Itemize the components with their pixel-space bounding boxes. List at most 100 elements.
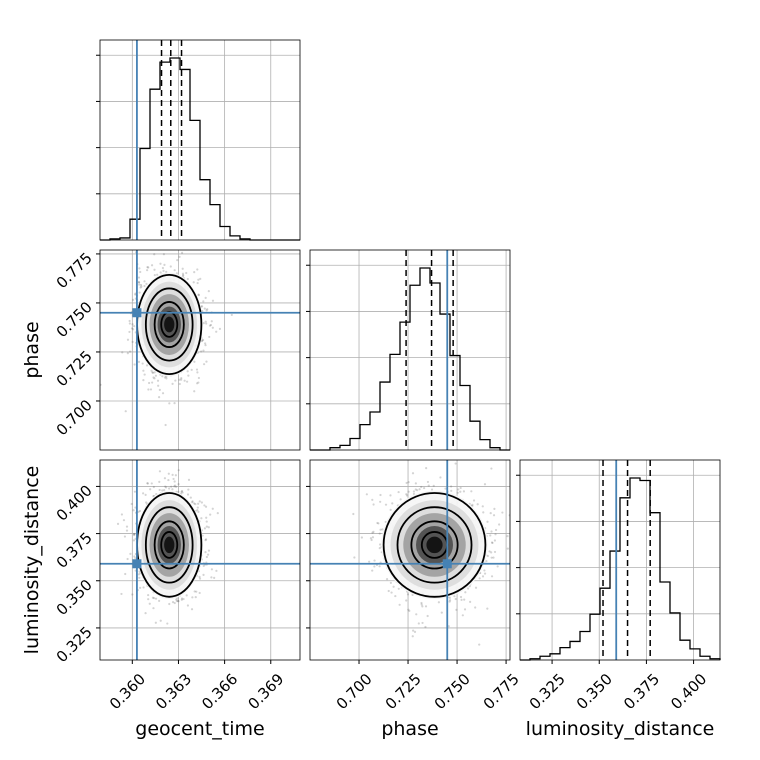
sample-point bbox=[398, 603, 401, 606]
sample-point bbox=[195, 368, 199, 371]
sample-point bbox=[147, 266, 150, 269]
density-geocent_time-luminosity_distance bbox=[100, 458, 300, 660]
sample-point bbox=[167, 478, 170, 482]
sample-point bbox=[205, 360, 208, 363]
sample-point bbox=[420, 603, 423, 606]
sample-point bbox=[197, 278, 200, 281]
sample-point bbox=[160, 241, 162, 243]
sample-point bbox=[202, 573, 205, 577]
sample-point bbox=[181, 491, 184, 494]
sample-point bbox=[141, 362, 144, 365]
histogram-geocent_time bbox=[100, 57, 300, 241]
sample-point bbox=[482, 511, 485, 514]
contour-line bbox=[144, 287, 194, 362]
sample-point bbox=[173, 402, 176, 405]
sample-point bbox=[450, 489, 453, 492]
sample-point bbox=[454, 597, 457, 601]
sample-point bbox=[405, 493, 408, 496]
sample-point bbox=[180, 489, 184, 493]
sample-point bbox=[211, 299, 215, 302]
sample-point bbox=[462, 490, 466, 493]
sample-point bbox=[198, 575, 201, 578]
sample-point bbox=[494, 528, 498, 532]
sample-point bbox=[137, 276, 141, 279]
sample-point bbox=[132, 298, 135, 302]
sample-point bbox=[158, 480, 161, 484]
sample-point bbox=[200, 517, 203, 520]
sample-point bbox=[387, 589, 390, 593]
sample-point bbox=[143, 373, 146, 376]
sample-point bbox=[208, 324, 212, 327]
panel-frame bbox=[519, 459, 721, 661]
sample-point bbox=[190, 608, 194, 611]
sample-point bbox=[128, 322, 131, 325]
sample-point bbox=[161, 375, 164, 378]
sample-point bbox=[197, 510, 200, 513]
sample-point bbox=[131, 340, 134, 344]
sample-point bbox=[205, 555, 208, 559]
sample-point bbox=[153, 371, 156, 374]
gridlines bbox=[306, 250, 510, 450]
sample-point bbox=[176, 599, 180, 603]
sample-point bbox=[485, 560, 488, 563]
sample-point bbox=[126, 557, 129, 561]
sample-point bbox=[420, 485, 423, 489]
truth-marker bbox=[132, 559, 142, 569]
sample-point bbox=[147, 388, 150, 391]
sample-point bbox=[158, 388, 161, 391]
sample-point bbox=[161, 392, 165, 395]
y-tick-label: 0.375 bbox=[53, 529, 96, 572]
sample-point bbox=[200, 339, 204, 343]
sample-point bbox=[424, 625, 427, 629]
sample-point bbox=[489, 534, 492, 537]
sample-point bbox=[152, 376, 155, 379]
sample-point bbox=[506, 547, 509, 550]
sample-point bbox=[180, 598, 183, 601]
sample-point bbox=[389, 581, 392, 585]
sample-point bbox=[130, 502, 133, 506]
sample-point bbox=[391, 502, 394, 505]
sample-point bbox=[121, 351, 124, 354]
sample-point bbox=[151, 596, 155, 599]
sample-point bbox=[378, 532, 381, 535]
sample-point bbox=[162, 253, 165, 256]
sample-point bbox=[418, 488, 421, 491]
sample-point bbox=[134, 557, 137, 560]
sample-point bbox=[165, 270, 168, 273]
truth-marker bbox=[132, 308, 142, 318]
sample-point bbox=[478, 577, 481, 580]
sample-point bbox=[173, 269, 176, 272]
sample-point bbox=[399, 498, 402, 501]
sample-point bbox=[180, 378, 183, 381]
sample-point bbox=[178, 255, 181, 258]
sample-point bbox=[138, 509, 142, 513]
y-tick-label: 0.700 bbox=[53, 396, 96, 439]
sample-point bbox=[365, 493, 368, 496]
sample-point bbox=[412, 629, 415, 632]
sample-point bbox=[376, 521, 379, 525]
y-tick-label: 0.750 bbox=[53, 298, 96, 341]
sample-point bbox=[165, 377, 168, 380]
sample-point bbox=[185, 594, 188, 597]
sample-point bbox=[185, 271, 188, 275]
sample-point bbox=[353, 556, 356, 559]
sample-point bbox=[427, 484, 430, 487]
sample-point bbox=[149, 488, 152, 491]
sample-point bbox=[205, 516, 208, 519]
sample-point bbox=[196, 508, 199, 512]
sample-point bbox=[448, 596, 451, 599]
sample-point bbox=[218, 327, 222, 330]
sample-point bbox=[371, 498, 374, 501]
sample-point bbox=[177, 469, 180, 472]
sample-point bbox=[411, 472, 415, 475]
sample-point bbox=[205, 525, 208, 528]
sample-point bbox=[424, 605, 428, 608]
sample-point bbox=[489, 512, 492, 515]
density-level bbox=[164, 536, 175, 554]
sample-point bbox=[486, 520, 489, 523]
sample-point bbox=[407, 490, 410, 493]
sample-point bbox=[408, 609, 411, 612]
sample-point bbox=[146, 482, 149, 485]
sample-point bbox=[124, 410, 127, 413]
sample-point bbox=[161, 458, 163, 460]
